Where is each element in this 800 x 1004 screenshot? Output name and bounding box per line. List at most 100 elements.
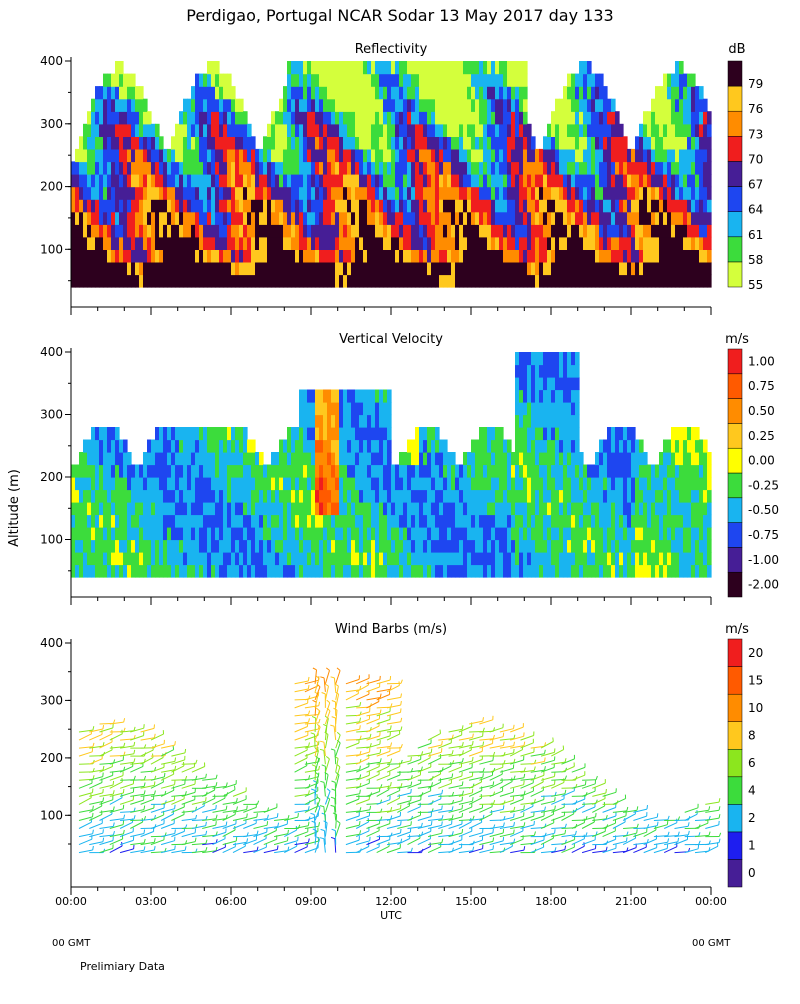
heatmap-cell: [519, 490, 524, 503]
heatmap-cell: [207, 187, 212, 200]
heatmap-cell: [395, 86, 400, 99]
heatmap-cell: [483, 136, 488, 149]
heatmap-cell: [215, 149, 220, 162]
heatmap-cell: [103, 199, 108, 212]
heatmap-cell: [131, 161, 136, 174]
heatmap-cell: [647, 237, 652, 250]
heatmap-cell: [583, 187, 588, 200]
heatmap-cell: [355, 224, 360, 237]
heatmap-cell: [583, 515, 588, 528]
heatmap-cell: [707, 212, 712, 225]
heatmap-cell: [151, 515, 156, 528]
heatmap-cell: [95, 224, 100, 237]
heatmap-cell: [207, 262, 212, 275]
heatmap-cell: [679, 540, 684, 553]
heatmap-cell: [75, 262, 80, 275]
heatmap-cell: [491, 111, 496, 124]
heatmap-cell: [383, 452, 388, 465]
heatmap-cell: [547, 427, 552, 440]
heatmap-cell: [487, 477, 492, 490]
heatmap-cell: [247, 477, 252, 490]
heatmap-cell: [119, 565, 124, 578]
heatmap-cell: [571, 124, 576, 137]
heatmap-cell: [251, 552, 256, 565]
heatmap-cell: [355, 174, 360, 187]
heatmap-cell: [471, 224, 476, 237]
heatmap-cell: [335, 515, 340, 528]
heatmap-cell: [627, 565, 632, 578]
heatmap-cell: [299, 249, 304, 262]
heatmap-cell: [399, 86, 404, 99]
heatmap-cell: [631, 552, 636, 565]
heatmap-cell: [471, 440, 476, 453]
heatmap-cell: [103, 224, 108, 237]
heatmap-cell: [423, 515, 428, 528]
heatmap-cell: [103, 237, 108, 250]
heatmap-cell: [355, 124, 360, 137]
heatmap-cell: [219, 212, 224, 225]
heatmap-cell: [247, 490, 252, 503]
heatmap-cell: [95, 111, 100, 124]
heatmap-cell: [631, 149, 636, 162]
heatmap-cell: [531, 262, 536, 275]
heatmap-cell: [323, 390, 328, 403]
heatmap-cell: [179, 136, 184, 149]
heatmap-cell: [71, 212, 76, 225]
heatmap-cell: [295, 99, 300, 112]
heatmap-cell: [615, 224, 620, 237]
heatmap-cell: [119, 262, 124, 275]
heatmap-cell: [383, 187, 388, 200]
heatmap-cell: [371, 452, 376, 465]
heatmap-cell: [187, 515, 192, 528]
heatmap-cell: [403, 136, 408, 149]
heatmap-cell: [231, 502, 236, 515]
heatmap-cell: [579, 490, 584, 503]
heatmap-cell: [303, 187, 308, 200]
heatmap-cell: [519, 124, 524, 137]
heatmap-cell: [527, 440, 532, 453]
heatmap-cell: [319, 262, 324, 275]
heatmap-cell: [327, 415, 332, 428]
heatmap-cell: [571, 440, 576, 453]
heatmap-cell: [379, 174, 384, 187]
heatmap-cell: [211, 74, 216, 87]
heatmap-cell: [327, 515, 332, 528]
heatmap-cell: [479, 149, 484, 162]
heatmap-cell: [315, 111, 320, 124]
heatmap-cell: [411, 86, 416, 99]
heatmap-cell: [367, 161, 372, 174]
heatmap-cell: [647, 224, 652, 237]
heatmap-cell: [379, 61, 384, 74]
heatmap-cell: [491, 99, 496, 112]
heatmap-cell: [111, 124, 116, 137]
heatmap-cell: [463, 86, 468, 99]
heatmap-cell: [487, 515, 492, 528]
heatmap-cell: [355, 477, 360, 490]
heatmap-cell: [607, 237, 612, 250]
heatmap-cell: [419, 427, 424, 440]
heatmap-cell: [367, 74, 372, 87]
heatmap-cell: [127, 515, 132, 528]
heatmap-cell: [479, 61, 484, 74]
heatmap-cell: [499, 61, 504, 74]
heatmap-cell: [87, 212, 92, 225]
heatmap-cell: [443, 565, 448, 578]
heatmap-cell: [271, 452, 276, 465]
heatmap-cell: [643, 187, 648, 200]
heatmap-cell: [179, 565, 184, 578]
heatmap-cell: [327, 262, 332, 275]
heatmap-cell: [575, 274, 580, 287]
heatmap-cell: [191, 274, 196, 287]
heatmap-cell: [87, 199, 92, 212]
heatmap-cell: [179, 515, 184, 528]
heatmap-cell: [507, 124, 512, 137]
heatmap-cell: [175, 477, 180, 490]
heatmap-cell: [143, 502, 148, 515]
heatmap-cell: [463, 187, 468, 200]
heatmap-cell: [703, 174, 708, 187]
heatmap-cell: [199, 149, 204, 162]
heatmap-cell: [559, 415, 564, 428]
heatmap-cell: [347, 415, 352, 428]
heatmap-cell: [203, 149, 208, 162]
heatmap-cell: [195, 199, 200, 212]
